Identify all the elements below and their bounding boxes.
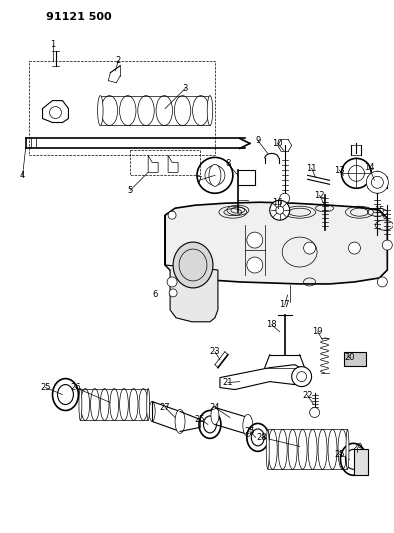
Text: 9: 9	[255, 136, 260, 145]
Text: 10: 10	[273, 139, 283, 148]
Ellipse shape	[211, 407, 219, 424]
Circle shape	[366, 171, 388, 193]
Text: 17: 17	[279, 301, 290, 309]
Circle shape	[270, 200, 290, 220]
Bar	[344, 352, 366, 366]
Circle shape	[310, 408, 320, 417]
Text: 6: 6	[152, 290, 158, 300]
Text: 25: 25	[40, 383, 51, 392]
Circle shape	[377, 277, 387, 287]
Circle shape	[372, 176, 383, 188]
Text: 5: 5	[128, 186, 133, 195]
Ellipse shape	[175, 409, 185, 433]
Text: 12: 12	[314, 191, 325, 200]
Text: 16: 16	[272, 198, 283, 207]
Text: 14: 14	[364, 163, 375, 172]
Circle shape	[382, 240, 392, 250]
Text: 26: 26	[70, 383, 81, 392]
Circle shape	[276, 206, 284, 214]
Ellipse shape	[147, 389, 150, 421]
Circle shape	[292, 367, 312, 386]
Ellipse shape	[243, 415, 253, 437]
Text: 20: 20	[344, 353, 355, 362]
Text: 3: 3	[182, 84, 188, 93]
Text: 24: 24	[210, 403, 220, 412]
Polygon shape	[165, 215, 218, 322]
Text: 7: 7	[196, 176, 202, 185]
Circle shape	[247, 232, 263, 248]
Text: 91121 500: 91121 500	[46, 12, 111, 22]
Circle shape	[297, 372, 307, 382]
Text: 4: 4	[20, 171, 25, 180]
Circle shape	[167, 277, 177, 287]
Text: 29: 29	[352, 443, 363, 452]
Polygon shape	[165, 202, 387, 284]
Circle shape	[247, 257, 263, 273]
Text: 1: 1	[50, 41, 55, 49]
Ellipse shape	[98, 95, 103, 125]
Text: 25: 25	[195, 415, 205, 424]
Text: 19: 19	[312, 327, 323, 336]
Ellipse shape	[209, 164, 221, 187]
Text: 11: 11	[307, 164, 317, 173]
Text: 15: 15	[374, 206, 385, 215]
Ellipse shape	[79, 389, 82, 421]
Ellipse shape	[346, 430, 349, 469]
Text: 25: 25	[245, 427, 255, 436]
Text: 13: 13	[334, 166, 345, 175]
Circle shape	[304, 242, 316, 254]
Text: 27: 27	[160, 403, 171, 412]
Text: 2: 2	[116, 56, 121, 65]
Circle shape	[169, 289, 177, 297]
Text: 18: 18	[266, 320, 277, 329]
Text: 28: 28	[256, 433, 267, 442]
Ellipse shape	[207, 95, 213, 125]
Circle shape	[280, 193, 290, 203]
Text: 8: 8	[225, 159, 230, 168]
Text: 21: 21	[223, 378, 233, 387]
Ellipse shape	[266, 430, 269, 469]
Text: 22: 22	[302, 391, 313, 400]
Circle shape	[168, 211, 176, 219]
Text: 23: 23	[210, 347, 220, 356]
Bar	[355, 449, 368, 475]
Ellipse shape	[173, 242, 213, 288]
Text: 25: 25	[334, 450, 345, 459]
Circle shape	[348, 242, 361, 254]
